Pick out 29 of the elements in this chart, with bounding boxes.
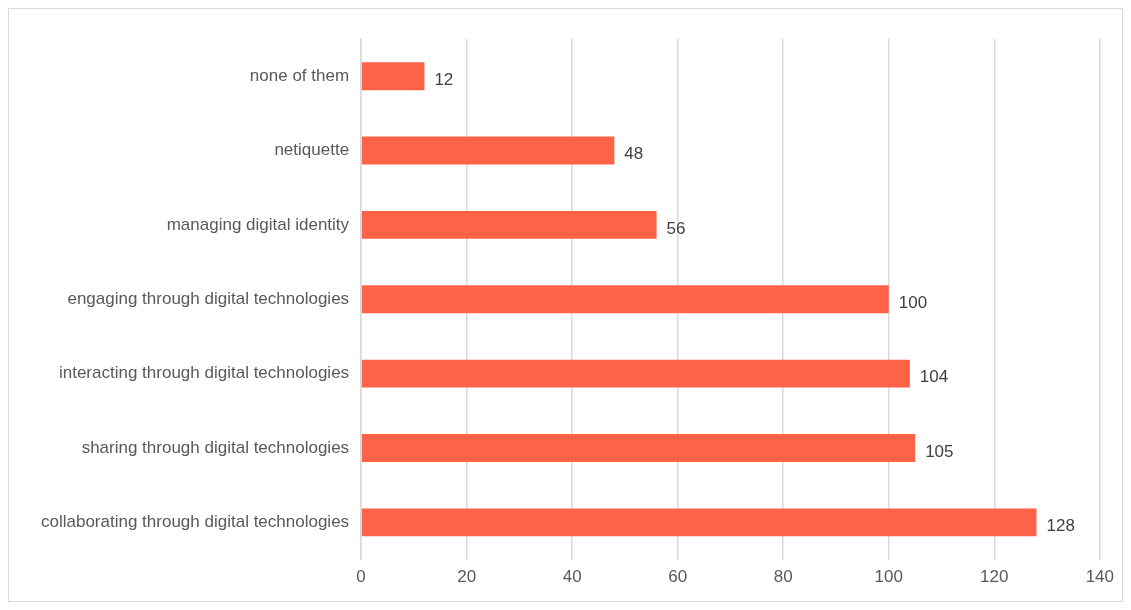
data-label: 100 <box>898 292 928 312</box>
data-label: 56 <box>666 218 686 238</box>
x-tick-label: 0 <box>356 567 366 587</box>
bar <box>361 434 916 462</box>
bar <box>361 508 1037 537</box>
x-tick-label: 40 <box>562 567 582 587</box>
x-tick-label: 80 <box>773 567 793 587</box>
y-tick-label: managing digital identity <box>166 214 350 234</box>
bar <box>361 285 889 314</box>
bar <box>361 359 910 388</box>
data-label: 104 <box>919 367 949 387</box>
x-tick-label: 20 <box>457 567 477 587</box>
data-label: 105 <box>925 441 954 461</box>
y-tick-label: sharing through digital technologies <box>81 437 350 457</box>
data-label: 12 <box>434 69 454 89</box>
y-tick-label: netiquette <box>274 140 350 160</box>
x-tick-label: 100 <box>874 567 903 587</box>
y-tick-label: none of them <box>249 65 350 85</box>
y-tick-label: collaborating through digital technologies <box>40 512 350 532</box>
bar <box>361 62 425 91</box>
x-tick-label: 120 <box>980 567 1009 587</box>
bar <box>361 136 615 165</box>
y-tick-label: engaging through digital technologies <box>67 288 350 308</box>
bar <box>361 210 657 239</box>
x-tick-label: 60 <box>668 567 688 587</box>
y-tick-label: interacting through digital technologies <box>58 363 350 383</box>
data-label: 128 <box>1046 516 1075 536</box>
x-tick-label: 140 <box>1085 567 1115 587</box>
data-label: 48 <box>624 144 644 164</box>
